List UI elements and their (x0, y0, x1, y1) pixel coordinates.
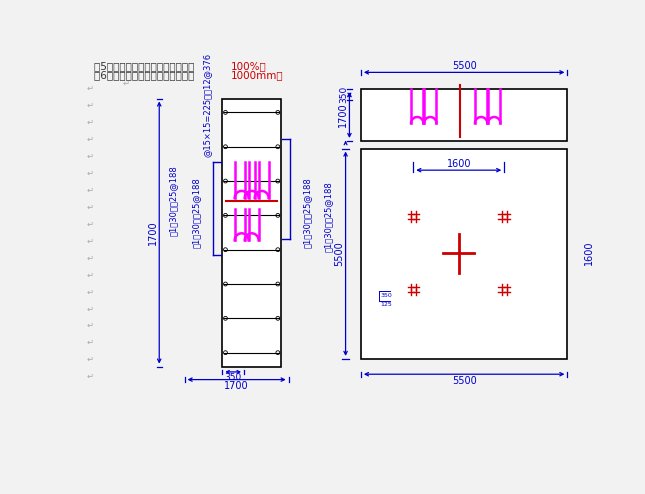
Text: 125: 125 (381, 302, 392, 307)
Text: ！1）30－箁25@188: ！1）30－箁25@188 (192, 177, 201, 248)
Bar (361, 89, 568, 141)
Text: 1600: 1600 (446, 159, 471, 168)
Text: 100%。: 100%。 (231, 62, 266, 72)
Text: 350: 350 (339, 86, 348, 103)
Text: 5500: 5500 (451, 61, 477, 71)
Text: 350: 350 (224, 373, 242, 382)
Text: ↵: ↵ (86, 84, 94, 93)
Text: 1700: 1700 (224, 381, 249, 391)
Text: ↵: ↵ (86, 169, 94, 178)
Text: ↵: ↵ (86, 253, 94, 262)
Text: ↵: ↵ (86, 203, 94, 211)
Text: 350: 350 (381, 293, 392, 298)
Text: ↵: ↵ (86, 321, 94, 330)
Text: ↵: ↵ (86, 338, 94, 347)
Text: 5500: 5500 (451, 376, 477, 386)
Text: 5500: 5500 (334, 242, 344, 266)
Text: ↵: ↵ (86, 237, 94, 246)
Text: 1700: 1700 (338, 103, 348, 127)
Text: ↵: ↵ (123, 79, 129, 87)
Text: ↵: ↵ (86, 101, 94, 110)
Text: ↵: ↵ (86, 270, 94, 280)
Text: 1000mm。: 1000mm。 (231, 70, 283, 80)
Text: ↵: ↵ (86, 288, 94, 296)
Text: （5）培机安装时混凝土强度应达到: （5）培机安装时混凝土强度应达到 (94, 62, 197, 72)
Text: 1700: 1700 (148, 220, 157, 245)
Text: ↵: ↵ (86, 135, 94, 144)
Bar (361, 149, 568, 359)
Text: ↵: ↵ (86, 372, 94, 381)
Text: ↵: ↵ (86, 219, 94, 229)
Text: @15×15=225－箁12@376: @15×15=225－箁12@376 (203, 53, 212, 157)
Text: ！1）30－箁25@188: ！1）30－箁25@188 (303, 177, 312, 248)
Text: （6）混凝土基础的埋置深度应大于: （6）混凝土基础的埋置深度应大于 (94, 70, 197, 80)
Text: ！1）30－箁25@188: ！1）30－箁25@188 (168, 165, 177, 236)
Text: ↵: ↵ (86, 304, 94, 313)
Bar (223, 98, 281, 367)
Text: ↵: ↵ (86, 186, 94, 195)
Text: ↵: ↵ (86, 118, 94, 127)
Text: ↵: ↵ (86, 355, 94, 364)
Text: 1600: 1600 (584, 241, 594, 265)
Text: ！1）30－箁25@188: ！1）30－箁25@188 (324, 181, 333, 252)
Text: ↵: ↵ (86, 152, 94, 161)
